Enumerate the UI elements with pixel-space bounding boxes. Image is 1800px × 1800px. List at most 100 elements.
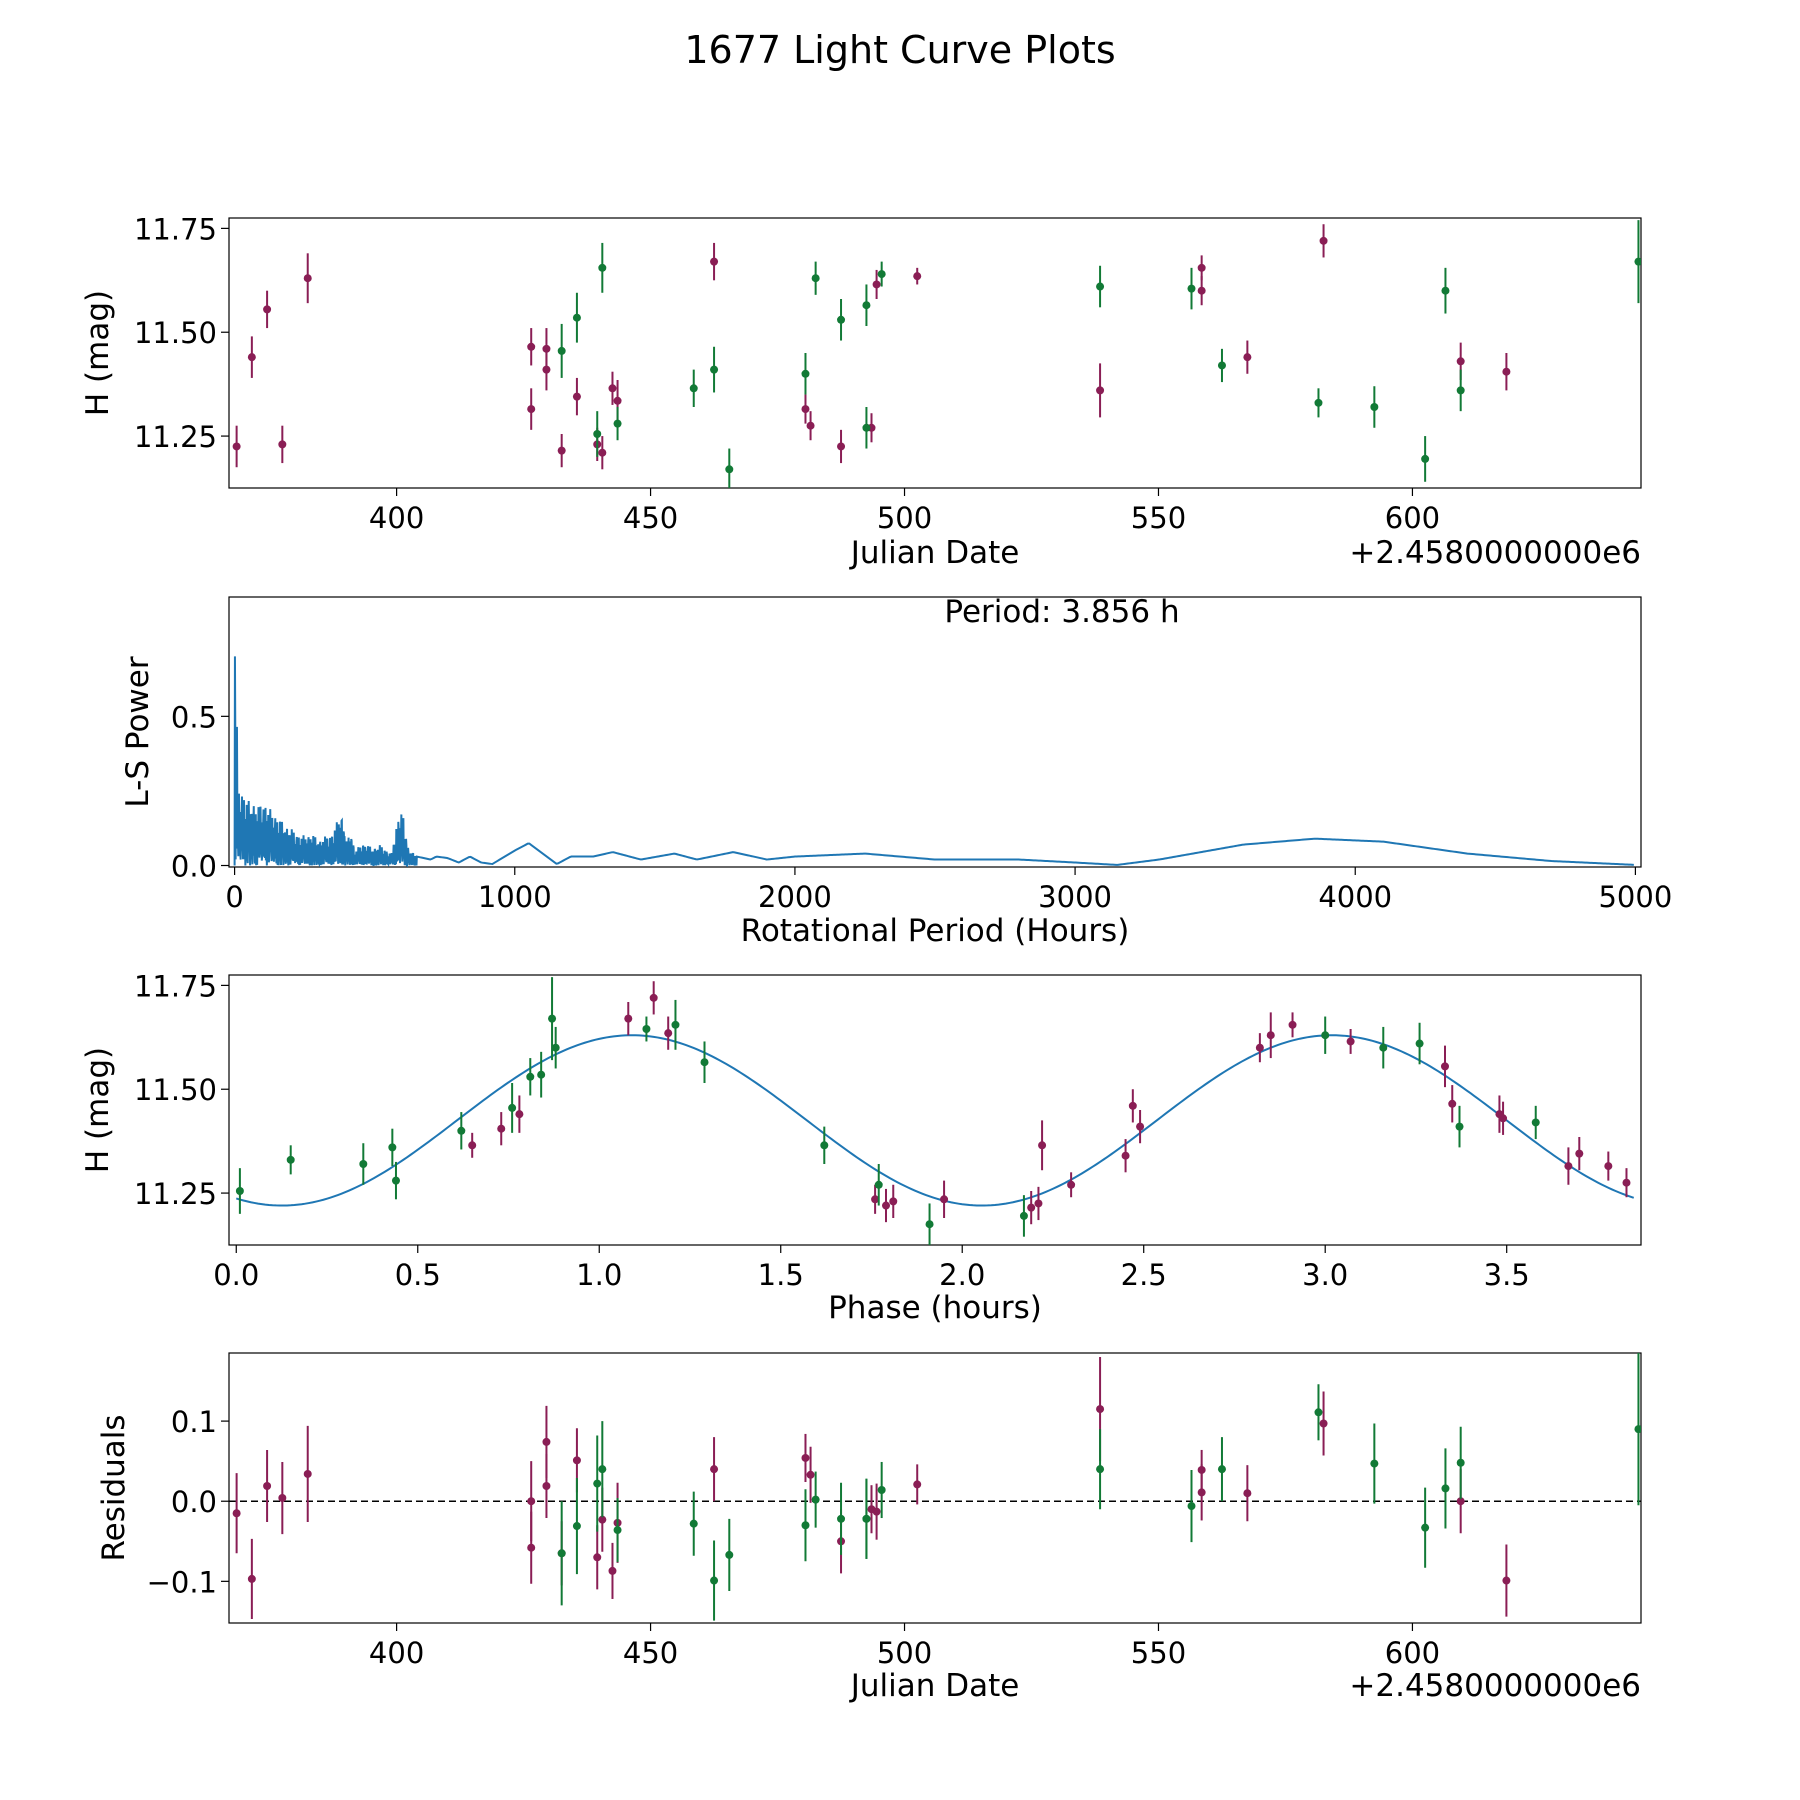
data-point — [889, 1197, 898, 1206]
data-point — [925, 1220, 934, 1229]
model-fit-line — [235, 1034, 1635, 1207]
data-point — [1314, 398, 1323, 407]
data-point — [557, 1549, 566, 1558]
data-point — [1370, 1459, 1379, 1468]
y-tick-label: 11.25 — [134, 1177, 217, 1211]
y-axis-label: L-S Power — [120, 656, 156, 807]
x-tick-label: 2.5 — [1121, 1258, 1167, 1292]
data-point — [1455, 1122, 1464, 1131]
data-point — [1441, 1484, 1450, 1493]
axes-frame — [228, 1352, 1642, 1624]
data-point — [527, 1497, 536, 1506]
data-point — [593, 430, 602, 438]
data-point — [468, 1141, 477, 1150]
y-tick-label: −0.1 — [147, 1565, 217, 1599]
data-point — [811, 274, 820, 283]
data-point — [881, 1201, 890, 1210]
x-tick-label: 1.5 — [758, 1258, 804, 1292]
data-point — [837, 1514, 846, 1523]
data-point — [913, 1480, 922, 1489]
data-point — [689, 1519, 698, 1528]
data-point — [1197, 1488, 1206, 1497]
x-tick-label: 550 — [1131, 1636, 1186, 1670]
periodogram-line — [233, 656, 1634, 867]
y-tick-label: 11.75 — [134, 969, 217, 1003]
x-tick-label: 0.0 — [213, 1258, 259, 1292]
data-point — [1027, 1203, 1036, 1212]
data-point — [527, 1543, 536, 1552]
y-tick-label: 11.75 — [134, 212, 217, 246]
data-point — [235, 1187, 244, 1195]
data-point — [862, 423, 871, 432]
data-point — [598, 1515, 607, 1524]
series-green — [557, 220, 1641, 488]
y-tick-label: 11.50 — [134, 316, 217, 350]
data-point — [1440, 1062, 1449, 1071]
data-point — [1634, 257, 1641, 266]
data-point — [1136, 1122, 1145, 1131]
data-point — [1067, 1180, 1076, 1189]
data-point — [593, 1479, 602, 1488]
data-point — [303, 1469, 312, 1478]
data-point — [1255, 1043, 1264, 1052]
data-point — [642, 1025, 651, 1033]
data-point — [1096, 282, 1105, 291]
series-maroon — [468, 981, 1631, 1225]
y-axis-label: Residuals — [96, 1414, 132, 1561]
x-tick-label: 0 — [225, 880, 243, 914]
data-point — [557, 446, 566, 455]
data-point — [572, 313, 581, 322]
data-point — [664, 1029, 673, 1038]
data-point — [598, 263, 607, 272]
x-tick-label: 3.5 — [1484, 1258, 1530, 1292]
data-point — [1379, 1043, 1388, 1052]
data-point — [710, 257, 719, 266]
data-point — [710, 1465, 719, 1474]
panel-periodogram: 0 1000 2000 3000 4000 5000 0.0 0.5 Period: 3.85… — [120, 594, 1672, 949]
data-point — [572, 392, 581, 401]
data-point — [598, 1465, 607, 1474]
data-marks — [232, 220, 1641, 488]
data-point — [247, 353, 256, 362]
x-tick-label: 400 — [369, 1636, 424, 1670]
data-point — [1502, 1576, 1511, 1585]
y-tick-label: 11.50 — [134, 1073, 217, 1107]
data-point — [725, 1550, 734, 1559]
data-point — [608, 1566, 617, 1575]
data-point — [593, 1553, 602, 1562]
y-tick-label: 0.0 — [171, 850, 217, 884]
x-axis-label: Julian Date — [849, 535, 1020, 571]
data-point — [1187, 1502, 1196, 1511]
data-point — [862, 301, 871, 310]
series-green — [235, 977, 1540, 1245]
data-point — [801, 369, 810, 378]
data-point — [551, 1043, 560, 1052]
x-tick-label: 1000 — [478, 880, 552, 914]
data-point — [557, 346, 566, 355]
data-point — [1096, 386, 1105, 395]
data-point — [1456, 357, 1465, 366]
data-point — [1564, 1162, 1573, 1171]
data-point — [806, 1470, 815, 1479]
series-green — [557, 1353, 1641, 1621]
data-point — [1575, 1149, 1584, 1158]
data-point — [1096, 1405, 1105, 1414]
axes-frame — [228, 217, 1642, 489]
data-point — [874, 1180, 883, 1189]
data-point — [710, 365, 719, 374]
y-tick-label: 11.25 — [134, 420, 217, 454]
x-tick-label: 0.5 — [395, 1258, 441, 1292]
data-point — [278, 440, 287, 449]
data-point — [801, 1453, 810, 1462]
data-point — [837, 442, 846, 451]
data-point — [1634, 1425, 1641, 1434]
data-point — [1217, 1465, 1226, 1474]
data-point — [649, 993, 658, 1002]
data-marks — [235, 977, 1635, 1245]
panel-phased-curve: 0.0 0.5 1.0 1.5 2.0 2.5 3.0 3.511.2511.5011.75 … — [80, 969, 1642, 1326]
x-offset-label: +2.4580000000e6 — [1349, 1668, 1641, 1704]
data-marks — [229, 1353, 1641, 1621]
data-point — [1531, 1118, 1540, 1127]
data-point — [862, 1514, 871, 1523]
